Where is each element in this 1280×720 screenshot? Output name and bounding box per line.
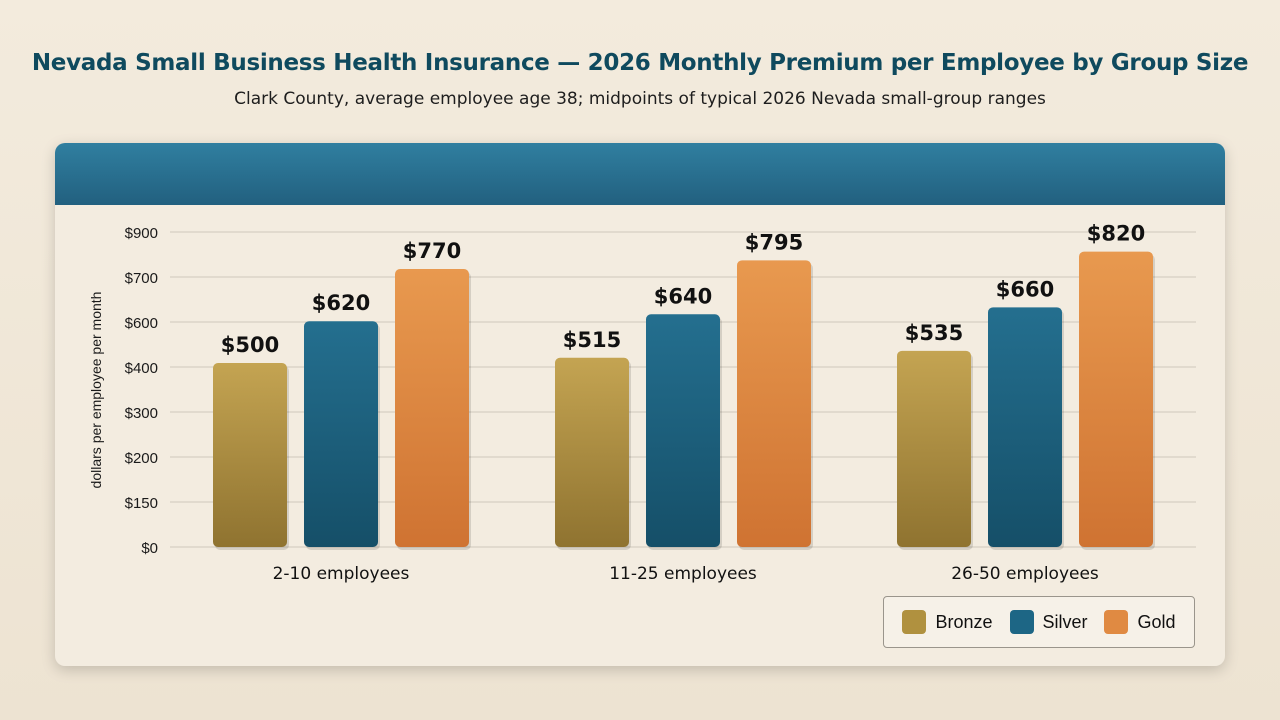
y-tick-label: $900 <box>125 225 158 242</box>
card-header-band <box>55 143 1225 205</box>
bar-bronze <box>897 350 971 547</box>
bar-bronze <box>555 357 629 547</box>
y-tick-label: $200 <box>125 450 158 467</box>
y-tick-label: $700 <box>125 270 158 287</box>
data-label: $660 <box>996 277 1054 301</box>
data-label: $535 <box>905 321 963 345</box>
data-label: $620 <box>312 291 370 315</box>
chart-legend: Bronze Silver Gold <box>883 596 1195 648</box>
x-category-label: 26-50 employees <box>951 564 1099 584</box>
x-category-label: 2-10 employees <box>273 564 410 584</box>
y-axis-label: dollars per employee per month <box>88 292 104 489</box>
y-tick-label: $600 <box>125 315 158 332</box>
bar-silver <box>988 307 1062 547</box>
data-label: $820 <box>1087 222 1145 246</box>
legend-swatch <box>1104 610 1129 634</box>
legend-swatch <box>1009 610 1034 634</box>
legend-item-gold: Gold <box>1104 610 1176 634</box>
bar-gold <box>1079 251 1153 547</box>
data-label: $500 <box>221 333 279 357</box>
y-tick-label: $150 <box>125 495 158 512</box>
legend-label: Gold <box>1137 611 1176 632</box>
data-label: $770 <box>403 239 461 263</box>
y-tick-label: $0 <box>141 540 158 557</box>
data-label: $795 <box>745 230 803 254</box>
bar-silver <box>646 314 720 547</box>
y-tick-label: $400 <box>125 360 158 377</box>
data-label: $640 <box>654 284 712 308</box>
legend-label: Bronze <box>935 611 993 632</box>
chart-title: Nevada Small Business Health Insurance —… <box>31 50 1249 76</box>
legend-item-bronze: Bronze <box>902 610 993 634</box>
data-label: $515 <box>563 328 621 352</box>
x-category-label: 11-25 employees <box>609 564 757 584</box>
chart-subtitle: Clark County, average employee age 38; m… <box>234 89 1046 109</box>
legend-swatch <box>902 610 927 634</box>
bar-bronze <box>213 363 287 547</box>
bar-gold <box>395 269 469 547</box>
legend-label: Silver <box>1042 611 1088 632</box>
bar-gold <box>737 260 811 547</box>
legend-item-silver: Silver <box>1009 610 1088 634</box>
bar-silver <box>304 321 378 547</box>
y-tick-label: $300 <box>125 405 158 422</box>
